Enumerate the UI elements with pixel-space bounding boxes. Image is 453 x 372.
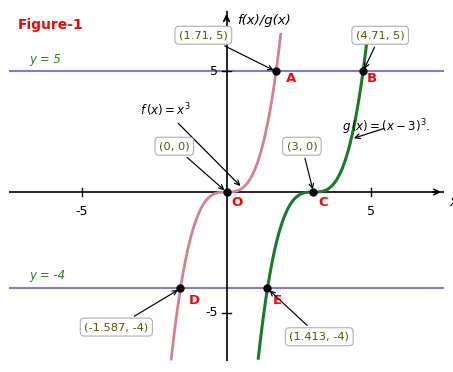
Text: Figure-1: Figure-1	[18, 18, 83, 32]
Text: 5: 5	[367, 205, 376, 218]
Text: y = 5: y = 5	[29, 53, 61, 66]
Text: (0, 0): (0, 0)	[159, 141, 223, 189]
Text: 5: 5	[210, 65, 218, 78]
Text: y = -4: y = -4	[29, 269, 66, 282]
Text: x: x	[450, 195, 453, 209]
Text: (3, 0): (3, 0)	[287, 141, 317, 188]
Text: (4.71, 5): (4.71, 5)	[356, 30, 405, 68]
Text: C: C	[319, 196, 328, 209]
Text: -5: -5	[75, 205, 88, 218]
Text: $f\,(x)=x^3$: $f\,(x)=x^3$	[140, 101, 240, 185]
Text: O: O	[232, 196, 243, 209]
Text: (-1.587, -4): (-1.587, -4)	[84, 291, 177, 332]
Text: A: A	[286, 72, 296, 85]
Text: D: D	[189, 294, 200, 307]
Text: $g\,(x)=(x-3)^3.$: $g\,(x)=(x-3)^3.$	[342, 118, 431, 138]
Text: f(x)/g(x): f(x)/g(x)	[236, 13, 290, 26]
Text: E: E	[273, 294, 282, 307]
Text: B: B	[367, 72, 377, 85]
Text: (1.71, 5): (1.71, 5)	[179, 30, 272, 70]
Text: -5: -5	[205, 306, 218, 319]
Text: (1.413, -4): (1.413, -4)	[270, 291, 349, 342]
